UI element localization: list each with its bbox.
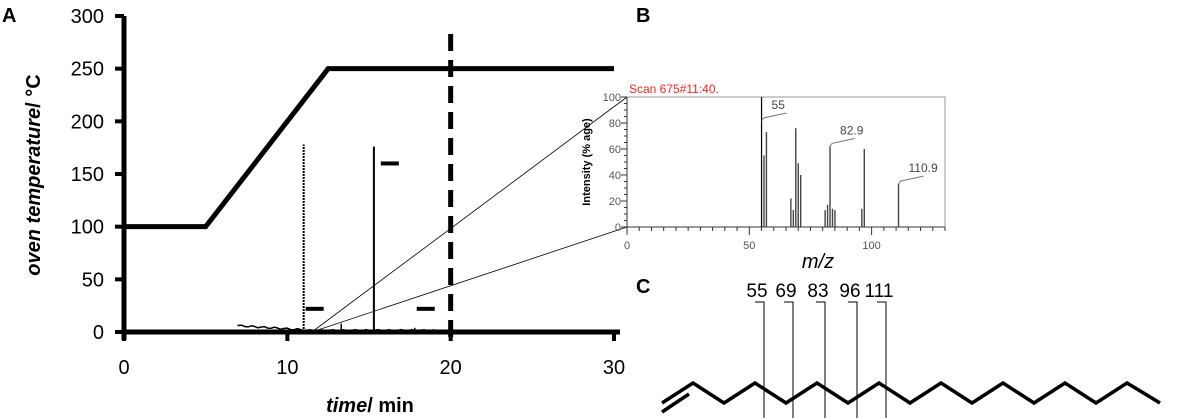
a-x-tick-label: 0	[118, 357, 129, 379]
peak-annotation-flag	[416, 306, 435, 311]
fragment-mass-label: 96	[839, 281, 860, 302]
panel-label-b: B	[636, 5, 650, 27]
a-ylabel-italic: oven temperature	[23, 108, 45, 276]
structure-c: 55 69 83 96 111	[661, 281, 1161, 418]
a-y-tick-label: 50	[82, 269, 104, 291]
peak-label-leader	[761, 112, 787, 122]
b-ylabel: Intensity (% age)	[581, 118, 593, 206]
a-y-tick-label: 300	[71, 6, 104, 28]
a-ylabel-unit: / °C	[23, 74, 45, 108]
a-x-tick-label: 20	[440, 357, 462, 379]
zoom-line-top	[311, 96, 628, 333]
b-y-tick-label: 80	[609, 118, 621, 130]
double-bond-line	[661, 392, 690, 414]
b-title: Scan 675#11:40.	[629, 82, 719, 96]
a-y-tick-label: 100	[71, 217, 104, 239]
fragment-mass-label: 55	[746, 281, 767, 302]
a-xlabel-italic: time	[326, 395, 367, 417]
fragment-bracket	[816, 301, 826, 418]
fragment-mass-label: 83	[807, 281, 828, 302]
a-xlabel-unit: / min	[367, 395, 414, 417]
b-y-tick-label: 100	[603, 92, 621, 104]
temperature-line	[124, 66, 614, 230]
fragment-bracket	[877, 301, 887, 418]
panel-label-a: A	[2, 5, 16, 27]
b-y-tick-label: 60	[609, 144, 621, 156]
b-x-tick-label: 50	[743, 240, 755, 252]
fragment-mass-label: 111	[865, 281, 894, 302]
a-y-tick-label: 150	[71, 164, 104, 186]
b-xlabel: m/z	[802, 251, 834, 273]
a-x-tick-label: 10	[276, 357, 298, 379]
a-xlabel: time/ min	[326, 395, 414, 417]
b-x-tick-label: 0	[624, 240, 630, 252]
a-ylabel: oven temperature/ °C	[23, 74, 45, 275]
peak-label-leader	[829, 137, 856, 147]
a-y-tick-label: 200	[71, 111, 104, 133]
b-x-tick-label: 100	[862, 240, 880, 252]
peak-annotation-flag	[380, 161, 399, 166]
a-y-tick-label: 250	[71, 59, 104, 81]
a-x-tick-label: 30	[603, 357, 625, 379]
peak-label: 82.9	[840, 123, 864, 137]
a-y-tick-label: 0	[93, 322, 104, 344]
peak-label: 55	[772, 98, 786, 112]
b-y-tick-label: 20	[609, 196, 621, 208]
panel-label-c: C	[636, 276, 650, 298]
zoom-line-bottom	[311, 226, 628, 333]
fragment-bracket	[784, 301, 794, 418]
b-y-tick-label: 40	[609, 170, 621, 182]
fragment-mass-label: 69	[775, 281, 796, 302]
alkene-chain	[661, 380, 1161, 406]
peak-label: 110.9	[909, 161, 938, 175]
peak-label-leader	[898, 175, 924, 185]
fragment-bracket	[848, 301, 858, 418]
fragment-bracket	[755, 301, 765, 418]
b-y-tick-label: 0	[615, 222, 621, 234]
chart-b: 0 50 100 0 20 40 60 80 100 55 82.9 110.9	[603, 92, 946, 252]
peak-annotation-flag	[305, 306, 324, 311]
b-plot-frame	[626, 96, 946, 228]
